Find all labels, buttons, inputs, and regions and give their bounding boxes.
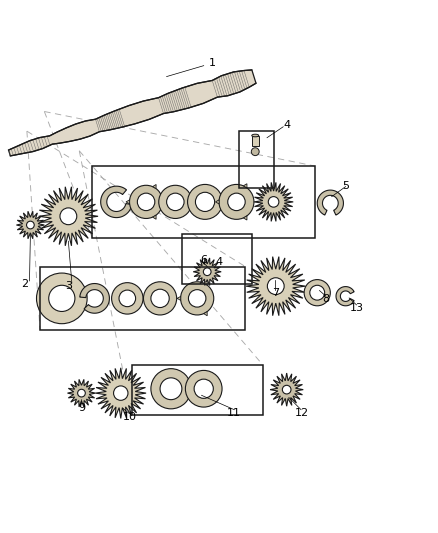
Text: 5: 5 [342, 181, 349, 191]
Polygon shape [244, 184, 247, 188]
Text: 1: 1 [209, 59, 216, 68]
Text: 9: 9 [78, 403, 85, 414]
Bar [252, 135, 259, 147]
Text: 13: 13 [350, 303, 364, 313]
Bar [132, 365, 263, 415]
Text: 12: 12 [295, 408, 309, 418]
Polygon shape [246, 256, 305, 316]
Circle shape [113, 386, 128, 400]
Text: 4: 4 [283, 119, 290, 130]
Text: 10: 10 [123, 412, 137, 422]
Polygon shape [254, 182, 293, 221]
Text: 7: 7 [272, 288, 279, 298]
Polygon shape [204, 281, 207, 285]
Circle shape [187, 184, 223, 220]
Bar [239, 131, 274, 188]
Circle shape [36, 273, 87, 324]
Polygon shape [126, 200, 130, 204]
Polygon shape [215, 200, 219, 204]
Text: 3: 3 [65, 281, 72, 291]
Circle shape [304, 280, 330, 306]
Text: 2: 2 [21, 279, 28, 289]
Ellipse shape [252, 134, 259, 137]
Polygon shape [152, 215, 156, 219]
Polygon shape [193, 258, 221, 286]
Circle shape [130, 185, 162, 219]
Text: 6: 6 [200, 255, 207, 265]
Circle shape [119, 290, 136, 306]
Circle shape [228, 193, 245, 211]
Polygon shape [244, 216, 247, 220]
Circle shape [310, 285, 325, 300]
Polygon shape [101, 186, 132, 217]
Text: 8: 8 [322, 294, 329, 304]
Circle shape [195, 192, 215, 212]
Circle shape [268, 197, 279, 207]
Polygon shape [152, 184, 156, 189]
Text: 4: 4 [215, 257, 223, 267]
Bar [40, 266, 245, 330]
Bar [182, 234, 252, 284]
Polygon shape [8, 70, 256, 156]
Circle shape [27, 221, 34, 229]
Circle shape [138, 193, 155, 211]
Circle shape [160, 378, 182, 400]
Circle shape [151, 289, 169, 308]
Polygon shape [95, 368, 146, 418]
Polygon shape [39, 187, 98, 246]
Circle shape [251, 148, 259, 156]
Circle shape [144, 282, 177, 315]
Polygon shape [80, 284, 110, 313]
Polygon shape [317, 190, 343, 215]
Circle shape [78, 389, 85, 397]
Circle shape [194, 379, 213, 398]
Circle shape [159, 185, 192, 219]
Circle shape [166, 193, 184, 211]
Bar [92, 166, 315, 238]
Circle shape [185, 370, 222, 407]
Polygon shape [336, 287, 354, 306]
Circle shape [188, 289, 206, 307]
Polygon shape [204, 312, 207, 316]
Polygon shape [177, 296, 181, 301]
Circle shape [49, 285, 75, 311]
Circle shape [203, 268, 211, 276]
Circle shape [151, 369, 191, 409]
Polygon shape [270, 373, 303, 406]
Circle shape [219, 184, 254, 220]
Circle shape [60, 208, 77, 225]
Polygon shape [16, 211, 44, 239]
Text: 11: 11 [227, 408, 241, 418]
Circle shape [112, 282, 143, 314]
Circle shape [283, 385, 291, 394]
Polygon shape [67, 379, 95, 407]
Circle shape [180, 282, 214, 315]
Circle shape [267, 278, 284, 295]
